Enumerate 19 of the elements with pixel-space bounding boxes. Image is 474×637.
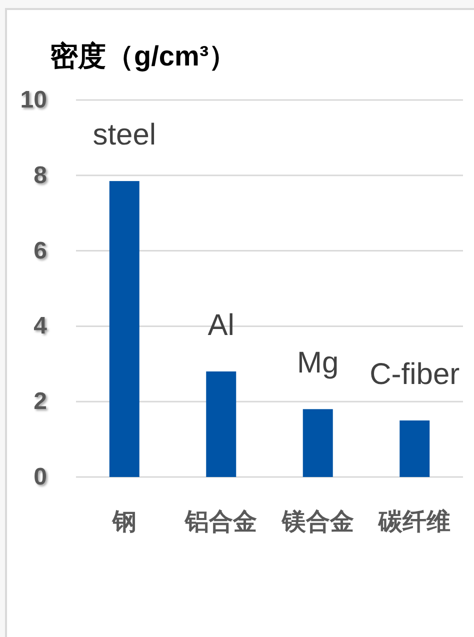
bar [400,420,430,477]
bar [206,371,236,477]
x-tick-label: 碳纤维 [378,508,451,536]
y-tick-label: 2 [34,388,47,416]
y-tick-label: 0 [34,464,47,490]
x-tick-label: 铝合金 [184,508,258,536]
annotation: Al [208,308,234,342]
y-tick-label: 4 [34,312,48,340]
y-tick-label: 6 [34,237,47,264]
bar [109,181,140,477]
annotation: steel [92,118,156,152]
y-tick-label: 10 [20,86,47,114]
x-tick-label: 钢 [111,508,136,536]
annotation: C-fiber [370,358,460,391]
x-tick-label: 镁合金 [280,508,354,536]
annotation: Mg [297,346,339,380]
y-tick-label: 8 [34,162,47,189]
y-axis-title: 密度（g/cm³） [50,40,237,72]
bar [302,409,333,477]
